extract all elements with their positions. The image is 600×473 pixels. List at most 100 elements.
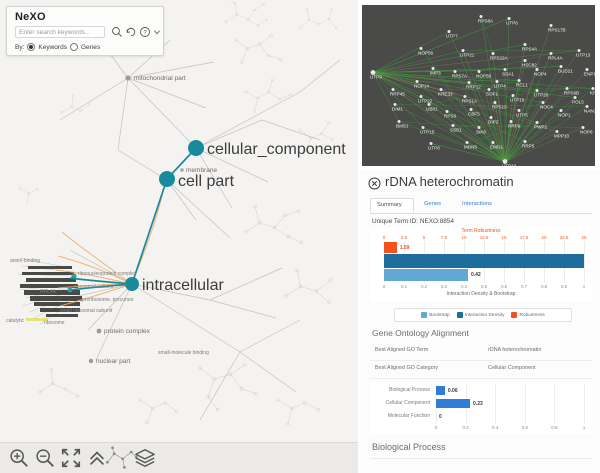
network-node[interactable] — [479, 15, 483, 18]
network-node[interactable] — [451, 124, 455, 127]
network-node[interactable] — [461, 49, 465, 52]
search-icon[interactable] — [111, 26, 123, 38]
network-node[interactable] — [477, 70, 481, 73]
legend-item[interactable]: Bootstrap — [421, 312, 450, 318]
network-node-label: UTP8 — [428, 146, 440, 151]
network-node[interactable] — [415, 80, 419, 83]
ontology-tree-view[interactable]: mitochondrial part membrane protein comp… — [0, 0, 358, 473]
network-node[interactable] — [487, 88, 491, 91]
network-node[interactable] — [541, 101, 545, 104]
network-node[interactable] — [507, 17, 511, 20]
network-node[interactable] — [585, 68, 589, 71]
network-node[interactable] — [427, 103, 431, 106]
network-node[interactable] — [535, 89, 539, 92]
network-node[interactable] — [467, 81, 471, 84]
tree-node[interactable] — [180, 168, 184, 172]
network-node[interactable] — [535, 68, 539, 71]
chart-legend[interactable]: Bootstrap Interaction Density Robustness — [394, 308, 572, 322]
network-node-label: RPS7A — [452, 74, 468, 79]
axis-tick: 25 — [581, 235, 587, 240]
tree-node-cellular-component[interactable] — [188, 140, 204, 156]
network-node[interactable] — [370, 70, 376, 75]
network-node[interactable] — [465, 141, 469, 144]
network-node[interactable] — [559, 109, 563, 112]
network-node[interactable] — [477, 126, 481, 129]
tab-genes[interactable]: Genes — [424, 201, 442, 207]
network-node[interactable] — [517, 79, 521, 82]
tree-node[interactable] — [125, 75, 131, 81]
network-node[interactable] — [489, 116, 493, 119]
network-node[interactable] — [421, 126, 425, 129]
network-node[interactable] — [431, 67, 435, 70]
network-node[interactable] — [491, 141, 495, 144]
network-node[interactable] — [565, 87, 569, 90]
detail-tabs[interactable]: Summary Genes Interactions — [370, 198, 592, 214]
network-node[interactable] — [439, 88, 443, 91]
tree-node-cell-part[interactable] — [159, 171, 175, 187]
network-node[interactable] — [523, 59, 527, 62]
chevron-down-icon[interactable] — [153, 28, 161, 36]
network-node[interactable] — [509, 120, 513, 123]
search-by-row[interactable]: By: Keywords Genes — [15, 43, 100, 51]
zoom-in-icon[interactable] — [8, 447, 30, 469]
network-node[interactable] — [523, 43, 527, 46]
network-node[interactable] — [559, 65, 563, 68]
network-node[interactable] — [585, 105, 589, 108]
network-node[interactable] — [517, 109, 521, 112]
network-node[interactable] — [535, 121, 539, 124]
network-graph[interactable]: UTP9 NOP56 UTP7 RPS8A UTP6 RPS17B UTP21 RPS22A R… — [362, 5, 595, 166]
network-node[interactable] — [463, 95, 467, 98]
network-node[interactable] — [429, 142, 433, 145]
network-node-label: DIM1 — [392, 107, 403, 112]
network-node[interactable] — [573, 96, 577, 99]
tree-node-intracellular[interactable] — [125, 277, 139, 291]
gridline — [554, 384, 556, 424]
network-node[interactable] — [495, 80, 499, 83]
network-node[interactable] — [502, 159, 508, 164]
tree-toolbar[interactable] — [0, 442, 358, 473]
collapse-icon[interactable] — [86, 447, 108, 469]
search-panel[interactable]: NeXO Enter search keywords... ? By: Keyw… — [6, 6, 164, 56]
reset-icon[interactable] — [125, 26, 137, 38]
tab-interactions[interactable]: Interactions — [462, 201, 492, 207]
legend-item[interactable]: Interaction Density — [456, 312, 504, 318]
network-node[interactable] — [393, 103, 397, 106]
tree-node[interactable] — [96, 328, 102, 334]
layers-icon[interactable] — [134, 447, 156, 469]
network-node[interactable] — [555, 130, 559, 133]
network-node[interactable] — [581, 126, 585, 129]
term-detail-panel[interactable]: rDNA heterochromatin Summary Genes Inter… — [360, 170, 600, 473]
network-node[interactable] — [391, 88, 395, 91]
network-node[interactable] — [549, 24, 553, 27]
network-node-label: UTP15 — [420, 130, 435, 135]
close-icon[interactable] — [368, 177, 381, 190]
radio-genes[interactable] — [69, 43, 78, 51]
network-node[interactable] — [503, 68, 507, 71]
tab-summary[interactable]: Summary — [370, 198, 414, 212]
axis-tick: 20 — [541, 235, 547, 240]
network-node[interactable] — [491, 52, 495, 55]
tree-graph[interactable]: mitochondrial part membrane protein comp… — [0, 0, 358, 473]
gene-interaction-network[interactable]: UTP9 NOP56 UTP7 RPS8A UTP6 RPS17B UTP21 RPS22A R… — [360, 3, 597, 168]
network-node[interactable] — [577, 49, 581, 52]
search-input[interactable]: Enter search keywords... — [15, 26, 105, 38]
network-node[interactable] — [469, 108, 473, 111]
network-node[interactable] — [511, 94, 515, 97]
network-node[interactable] — [419, 47, 423, 50]
network-node[interactable] — [523, 140, 527, 143]
tree-node[interactable] — [88, 358, 94, 364]
network-node[interactable] — [453, 70, 457, 73]
network-node[interactable] — [419, 95, 423, 98]
network-node[interactable] — [445, 110, 449, 113]
help-icon[interactable]: ? — [139, 26, 151, 38]
radio-keywords[interactable] — [27, 43, 36, 51]
network-node[interactable] — [549, 52, 553, 55]
network-node[interactable] — [447, 30, 451, 33]
fit-screen-icon[interactable] — [60, 447, 82, 469]
zoom-out-icon[interactable] — [34, 447, 56, 469]
network-node[interactable] — [397, 120, 401, 123]
legend-item[interactable]: Robustness — [511, 312, 545, 318]
network-node[interactable] — [591, 87, 595, 90]
network-node-label: RPS22A — [490, 56, 509, 61]
network-node[interactable] — [493, 101, 497, 104]
